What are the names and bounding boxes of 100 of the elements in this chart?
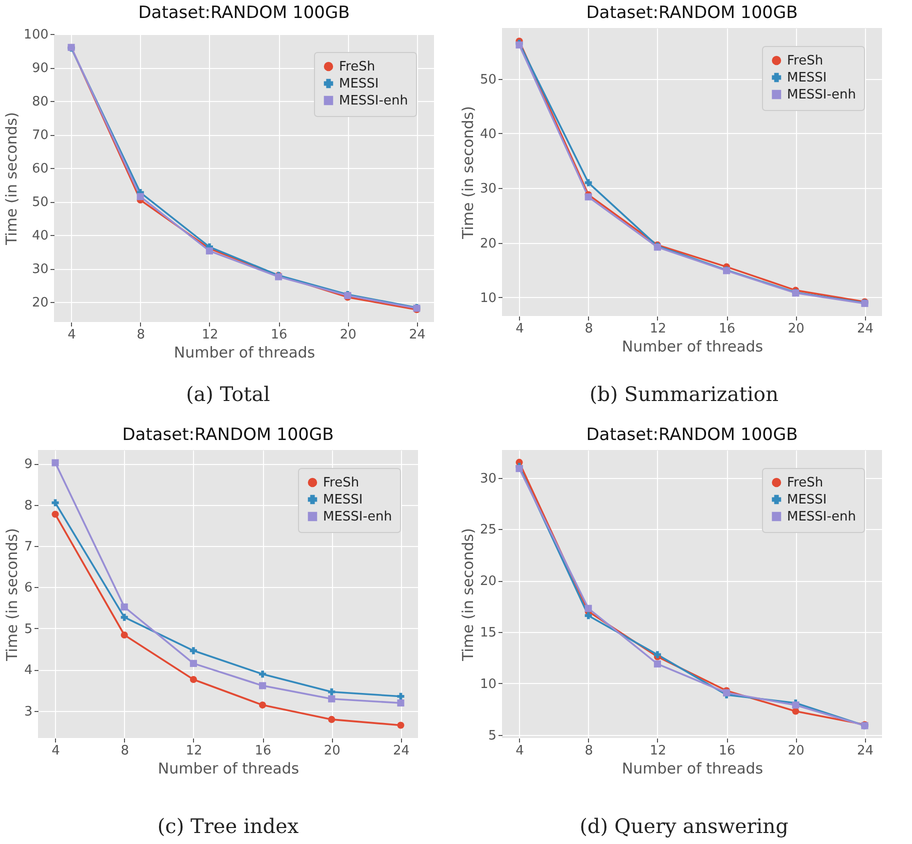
legend-label: FreSh xyxy=(339,60,376,74)
text: (b) Summarization xyxy=(588,382,780,406)
y-tick-label: 20 xyxy=(480,574,496,590)
x-tick-label: 4 xyxy=(52,744,60,758)
point xyxy=(136,193,144,200)
y-tick-label: 6 xyxy=(24,580,32,596)
x-tick-label: 24 xyxy=(408,328,426,342)
point xyxy=(190,676,197,684)
point xyxy=(120,631,128,639)
text: (d) Query answering xyxy=(578,814,790,838)
text: (c) Tree index xyxy=(156,814,300,838)
x-tick-label: 16 xyxy=(254,744,272,758)
y-tick-label: 30 xyxy=(480,182,496,197)
point xyxy=(52,510,59,518)
y-tick-label: 7 xyxy=(24,540,32,554)
y-tick-label: 20 xyxy=(32,296,48,311)
x-tick-label: 24 xyxy=(856,744,874,758)
point xyxy=(259,702,266,709)
y-tick-label: 25 xyxy=(480,522,496,538)
x-axis-title: Number of threads xyxy=(622,338,764,356)
x-axis-title: Number of threads xyxy=(622,760,764,778)
y-tick-label: 70 xyxy=(32,128,48,144)
point xyxy=(397,722,404,729)
y-tick-label: 20 xyxy=(480,236,496,252)
point xyxy=(52,459,59,466)
x-axis-title: Number of threads xyxy=(158,760,300,778)
x-tick-label: 8 xyxy=(120,744,130,758)
x-tick-label: 24 xyxy=(392,744,410,758)
y-axis-title: Time (in seconds) xyxy=(458,106,477,240)
y-tick-label: 100 xyxy=(24,28,48,42)
y-tick-label: 3 xyxy=(24,704,32,720)
point xyxy=(584,604,592,612)
legend-label: MESSI xyxy=(339,76,379,92)
y-tick-label: 9 xyxy=(24,457,32,472)
y-axis-title: Time (in seconds) xyxy=(458,528,477,662)
y-axis-title: Time (in seconds) xyxy=(3,528,22,662)
y-tick-label: 30 xyxy=(480,471,496,486)
y-tick-label: 10 xyxy=(480,676,496,692)
legend-label: MESSI-enh xyxy=(323,510,392,524)
point xyxy=(584,612,592,620)
y-tick-label: 40 xyxy=(32,228,48,244)
point xyxy=(328,716,336,723)
x-axis-title: Number of threads xyxy=(174,344,316,362)
point xyxy=(52,499,59,506)
y-tick-label: 60 xyxy=(32,162,48,177)
y-tick-label: 4 xyxy=(24,663,32,678)
point xyxy=(259,670,266,678)
point xyxy=(654,660,661,668)
legend-label: MESSI-enh xyxy=(787,510,856,524)
legend-label: MESSI-enh xyxy=(787,88,856,102)
point xyxy=(190,660,197,667)
x-tick-label: 16 xyxy=(270,328,288,342)
x-tick-label: 4 xyxy=(68,328,76,342)
legend-label: MESSI xyxy=(787,492,827,508)
point xyxy=(259,682,266,690)
x-tick-label: 20 xyxy=(324,744,340,758)
point xyxy=(190,647,197,654)
x-tick-label: 24 xyxy=(856,322,874,336)
legend-label: FreSh xyxy=(323,476,360,490)
y-tick-label: 30 xyxy=(32,262,48,278)
legend-label: FreSh xyxy=(787,476,824,490)
x-tick-label: 20 xyxy=(788,744,804,758)
point xyxy=(397,699,404,707)
point xyxy=(516,464,523,472)
point xyxy=(397,692,404,700)
x-tick-label: 4 xyxy=(516,322,524,336)
x-tick-label: 8 xyxy=(136,328,146,342)
x-tick-label: 12 xyxy=(186,744,202,758)
x-tick-label: 16 xyxy=(718,322,736,336)
chart-title: Dataset:RANDOM 100GB xyxy=(586,425,798,445)
y-tick-label: 15 xyxy=(480,626,496,641)
y-tick-label: 5 xyxy=(24,622,32,637)
x-tick-label: 12 xyxy=(202,328,218,342)
y-tick-label: 50 xyxy=(480,72,496,88)
point xyxy=(328,695,336,702)
y-tick-label: 40 xyxy=(480,126,496,142)
legend-label: MESSI xyxy=(323,492,363,508)
x-tick-label: 8 xyxy=(584,744,594,758)
y-tick-label: 10 xyxy=(480,290,496,306)
point xyxy=(328,688,336,696)
x-tick-label: 20 xyxy=(340,328,356,342)
point xyxy=(120,603,128,611)
point xyxy=(120,614,128,621)
text: (a) Total xyxy=(184,382,272,406)
x-tick-label: 8 xyxy=(584,322,594,336)
x-tick-label: 16 xyxy=(718,744,736,758)
point xyxy=(584,179,592,186)
y-axis-title: Time (in seconds) xyxy=(2,112,21,246)
chart-title: Dataset:RANDOM 100GB xyxy=(138,3,350,23)
x-tick-label: 12 xyxy=(650,744,666,758)
y-tick-label: 50 xyxy=(32,195,48,210)
x-tick-label: 12 xyxy=(650,322,666,336)
chart-title: Dataset:RANDOM 100GB xyxy=(586,3,798,23)
y-tick-label: 8 xyxy=(24,498,32,514)
y-tick-label: 80 xyxy=(32,94,48,110)
legend-label: MESSI xyxy=(787,70,827,86)
y-tick-label: 5 xyxy=(488,728,496,744)
point xyxy=(792,708,800,715)
y-tick-label: 90 xyxy=(32,61,48,76)
x-tick-label: 20 xyxy=(788,322,804,336)
